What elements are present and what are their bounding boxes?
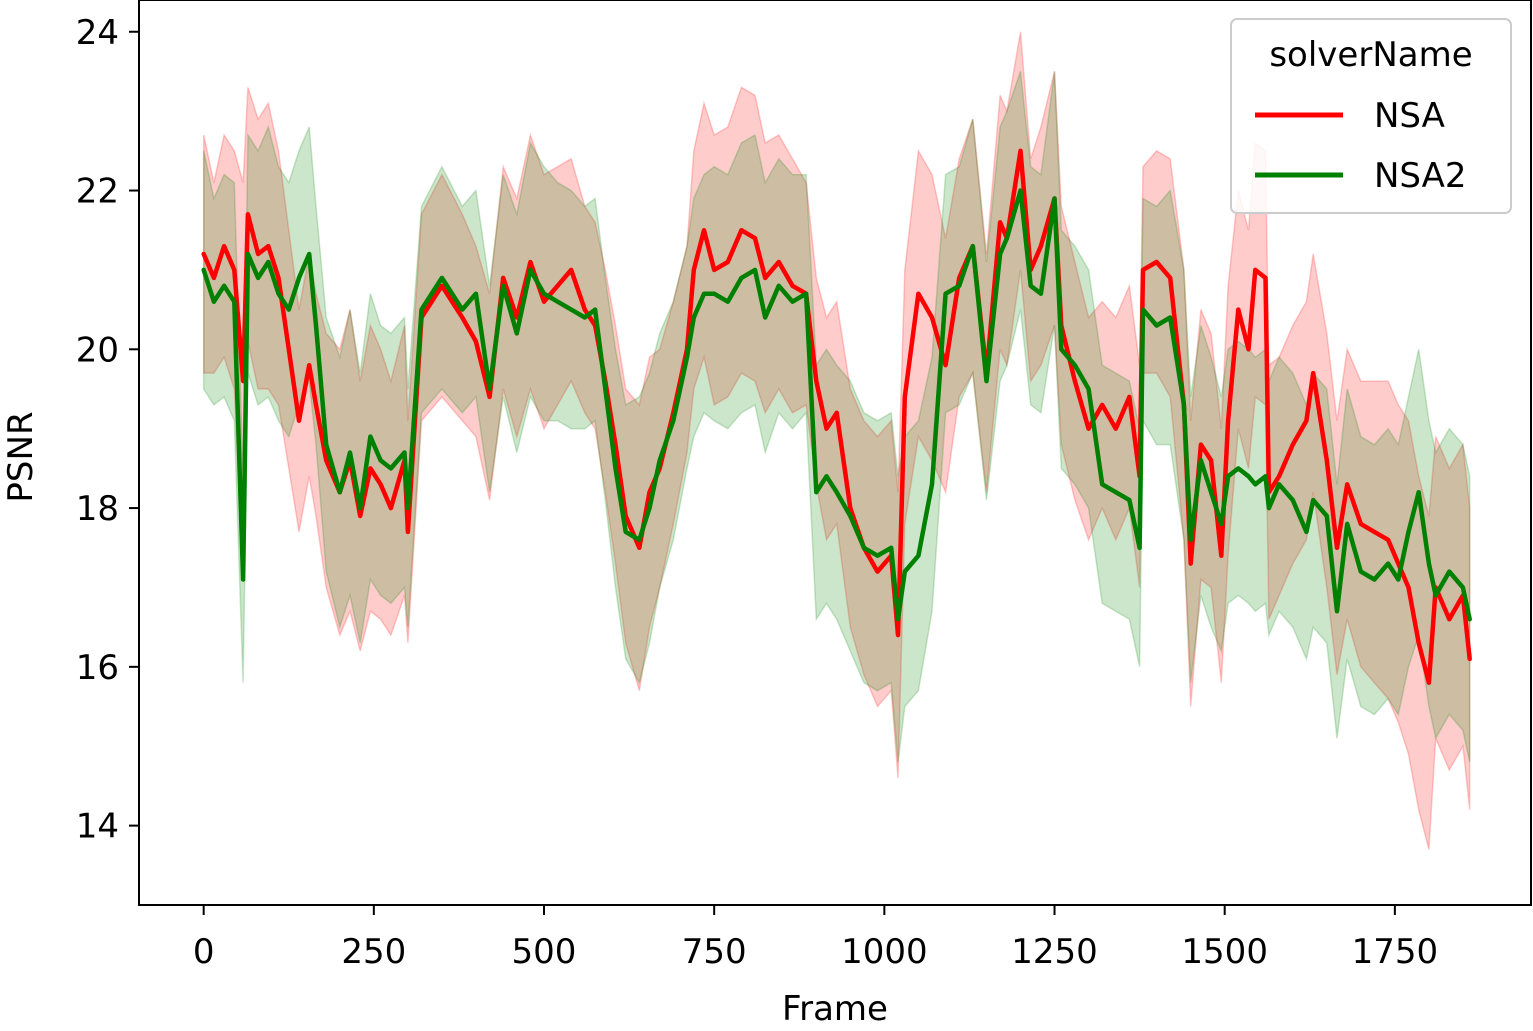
x-tick-label: 1250 <box>1011 932 1098 972</box>
y-axis-ticks: 14 16 18 20 22 24 <box>76 13 139 847</box>
legend-label-nsa2: NSA2 <box>1374 156 1467 196</box>
band-nsa <box>202 31 1471 850</box>
y-tick-label: 24 <box>76 13 119 53</box>
x-tick-label: 1000 <box>841 932 928 972</box>
series-lines <box>201 148 1472 685</box>
line-nsa2 <box>201 188 1472 622</box>
x-tick-label: 250 <box>341 932 406 972</box>
line-nsa <box>201 148 1472 685</box>
legend: solverName NSA NSA2 <box>1230 18 1512 214</box>
x-tick-label: 1500 <box>1181 932 1268 972</box>
y-tick-label: 22 <box>76 172 119 212</box>
plot-frame <box>138 0 1532 906</box>
y-tick-label: 18 <box>76 489 119 529</box>
x-tick-label: 750 <box>682 932 747 972</box>
y-axis-label: PSNR <box>1 411 41 502</box>
x-axis-ticks: 0 250 500 750 1000 1250 1500 1750 <box>193 905 1438 972</box>
legend-title: solverName <box>1269 35 1472 75</box>
legend-label-nsa: NSA <box>1374 96 1445 136</box>
x-tick-label: 1750 <box>1352 932 1439 972</box>
x-tick-label: 0 <box>193 932 215 972</box>
y-tick-label: 20 <box>76 330 119 370</box>
y-tick-label: 14 <box>76 807 119 847</box>
legend-box <box>1230 18 1512 214</box>
x-axis-label: Frame <box>782 989 888 1029</box>
y-tick-label: 16 <box>76 648 119 688</box>
x-tick-label: 500 <box>512 932 577 972</box>
